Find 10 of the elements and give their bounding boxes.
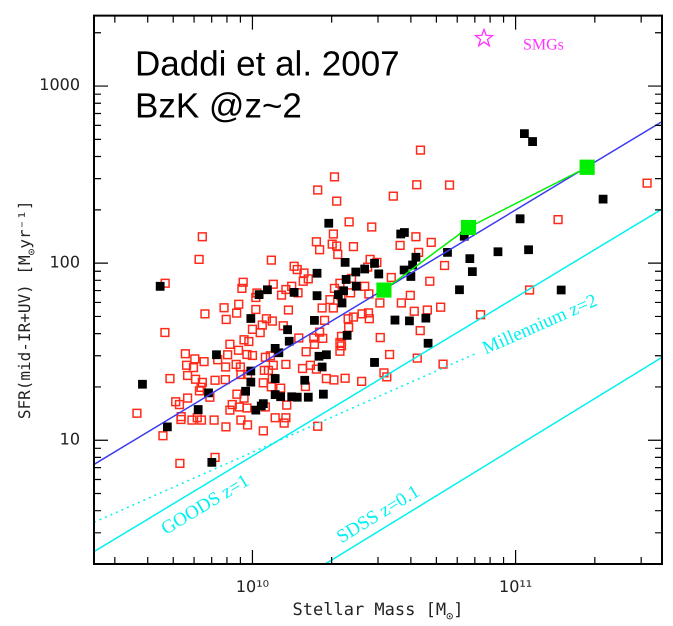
y-tick-label: 10 [60,429,80,448]
annotation: Daddi et al. 2007 [135,44,400,84]
y-tick-label: 100 [49,252,80,272]
x-axis-title: Stellar Mass [M⊙] [292,600,464,624]
x-tick-label: 10¹⁰ [236,576,270,596]
annotation: BzK @z~2 [135,86,302,126]
y-tick-label: 1000 [39,75,80,94]
x-tick-label: 10¹¹ [499,576,532,596]
annotation: SMGs [523,36,564,54]
y-axis-title: SFR(mid-IR+UV) [M⊙yr⁻¹] [15,200,38,420]
